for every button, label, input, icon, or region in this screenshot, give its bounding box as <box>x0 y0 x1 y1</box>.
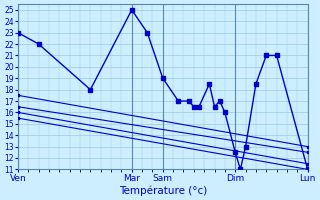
X-axis label: Température (°c): Température (°c) <box>119 185 207 196</box>
